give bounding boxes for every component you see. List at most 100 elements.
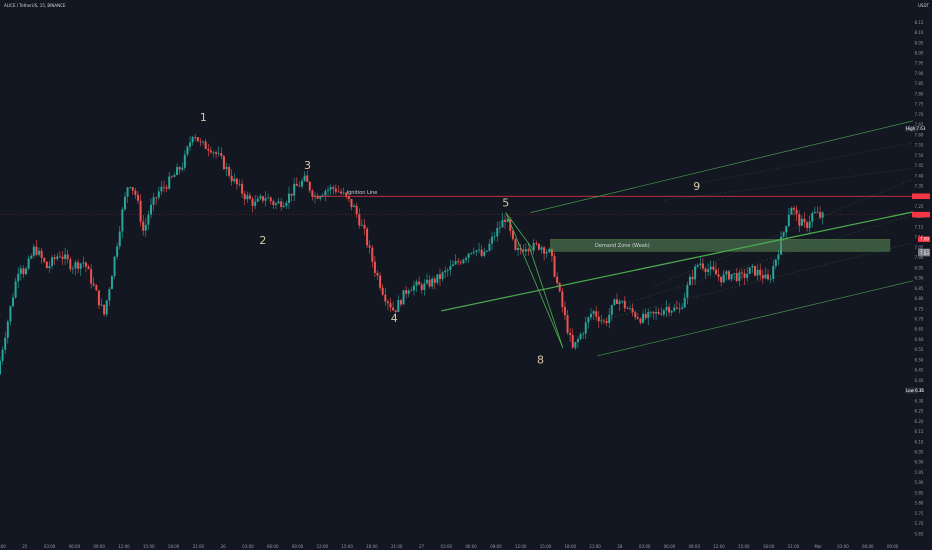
candle-body [246, 195, 249, 200]
candle-body [605, 320, 608, 324]
candle-body [629, 308, 632, 310]
candle-body [51, 257, 54, 266]
candle-body [181, 167, 184, 170]
y-tick-label: 7.90 [915, 71, 924, 76]
candle-body [116, 246, 119, 257]
candle-body [389, 303, 392, 308]
x-tick-label: 06:00 [664, 544, 676, 549]
candle-body [626, 308, 629, 309]
candle-body [248, 195, 251, 199]
price-tag [912, 193, 930, 200]
candle-body [787, 214, 790, 227]
y-tick-label: 5.70 [915, 521, 924, 526]
y-tick-label: 6.80 [915, 296, 924, 301]
x-tick-label: 18:00 [168, 544, 180, 549]
y-tick-label: 7.25 [915, 204, 924, 209]
candle-body [579, 334, 582, 339]
candle-body [316, 195, 319, 199]
candle-body [665, 306, 668, 311]
channel-inner-line [624, 214, 914, 304]
x-tick-label: 18:00 [565, 544, 577, 549]
candle-body [251, 198, 254, 206]
candle-body [347, 196, 350, 199]
candle-body [337, 191, 340, 193]
y-tick-label: 7.80 [915, 91, 924, 96]
candle-body [6, 321, 9, 338]
candle-body [340, 191, 343, 194]
candle-body [446, 269, 449, 271]
candle-body [673, 307, 676, 311]
candle-body [634, 312, 637, 318]
candle-body [191, 137, 194, 143]
y-tick-label: 6.90 [915, 276, 924, 281]
candle-body [764, 274, 767, 279]
candle-body [589, 313, 592, 318]
candle-body [202, 141, 205, 143]
high-marker: High 7.63 [905, 125, 926, 132]
y-tick-label: 8.15 [915, 20, 924, 25]
candle-body [32, 246, 35, 256]
candle-body [397, 300, 400, 312]
candle-body [543, 247, 546, 254]
candle-body [550, 248, 553, 256]
candle-body [311, 190, 314, 197]
y-tick-label: 5.90 [915, 480, 924, 485]
candle-body [204, 141, 207, 149]
x-tick-label: 06:00 [862, 544, 874, 549]
candle-body [806, 222, 809, 228]
candle-body [465, 257, 468, 260]
candle-body [267, 197, 270, 199]
candle-body [808, 221, 811, 228]
candle-body [777, 254, 780, 260]
channel-inner-line [689, 142, 914, 186]
candle-body [576, 338, 579, 343]
currency-label[interactable]: USDT [918, 3, 929, 8]
candle-body [405, 290, 408, 294]
candle-body [129, 187, 132, 188]
y-tick-label: 6.10 [915, 439, 924, 444]
x-tick-label: 09:00 [887, 544, 899, 549]
candle-body [220, 153, 223, 157]
candle-body [56, 256, 59, 260]
candle-body [558, 283, 561, 292]
x-tick-label: 15:00 [341, 544, 353, 549]
candle-body [571, 335, 574, 348]
y-tick-label: 8.00 [915, 51, 924, 56]
candle-body [238, 183, 241, 185]
candle-body [105, 300, 108, 315]
demand-zone-label: Demand Zone (Weak) [595, 243, 650, 249]
y-tick-label: 7.35 [915, 184, 924, 189]
wave-line [527, 243, 564, 348]
low-box [905, 387, 918, 394]
candle-body [425, 279, 428, 284]
candle-body [17, 273, 20, 282]
y-tick-label: 7.15 [915, 224, 924, 229]
candle-body [621, 300, 624, 302]
candle-body [537, 243, 540, 250]
candle-body [795, 209, 798, 215]
candle-body [306, 175, 309, 182]
candle-body [491, 236, 494, 244]
candle-body [155, 197, 158, 199]
candle-body [514, 239, 517, 251]
y-tick-label: 7.00 [915, 255, 924, 260]
candle-body [506, 219, 509, 222]
candle-body [22, 268, 25, 275]
candle-body [431, 278, 434, 287]
candle-body [444, 270, 447, 273]
y-tick-label: 6.75 [915, 306, 924, 311]
x-tick-label: 03:00 [837, 544, 849, 549]
candle-body [511, 230, 514, 240]
y-tick-label: 6.20 [915, 419, 924, 424]
candle-body [740, 272, 743, 274]
candle-body [759, 269, 762, 276]
candle-body [142, 221, 145, 231]
candle-body [709, 266, 712, 270]
candle-body [329, 187, 332, 190]
candle-body [152, 197, 155, 205]
candle-body [345, 192, 348, 197]
price-tag [912, 211, 930, 218]
candle-body [433, 278, 436, 283]
candle-body [561, 291, 564, 308]
